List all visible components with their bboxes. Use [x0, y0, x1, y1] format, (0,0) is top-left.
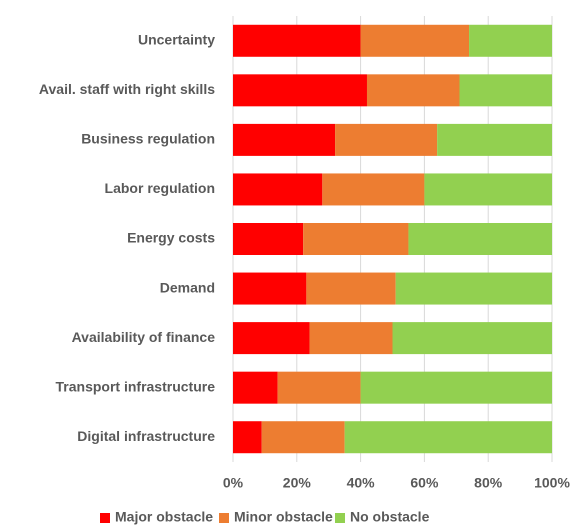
- bar-segment: [233, 24, 361, 57]
- y-tick-label: Digital infrastructure: [77, 428, 215, 444]
- y-tick-label: Labor regulation: [105, 180, 215, 196]
- bar-segment: [469, 24, 552, 57]
- x-tick-label: 80%: [474, 475, 503, 491]
- x-tick-label: 0%: [223, 475, 244, 491]
- bar-segment: [277, 371, 361, 404]
- bar-segment: [392, 322, 552, 355]
- bar-segment: [459, 74, 552, 107]
- bar-segment: [360, 371, 552, 404]
- bar-segment: [233, 223, 304, 255]
- y-tick-label: Uncertainty: [138, 31, 215, 47]
- bar-segment: [437, 123, 552, 156]
- y-tick-label: Transport infrastructure: [56, 378, 216, 394]
- legend-swatch: [219, 513, 229, 523]
- legend-swatch: [335, 513, 345, 523]
- bar-segment: [366, 74, 460, 107]
- legend-label: No obstacle: [350, 509, 430, 525]
- bar-segment: [306, 272, 396, 305]
- bar-segment: [303, 223, 409, 255]
- y-tick-label: Availability of finance: [72, 329, 216, 345]
- bar-segment: [322, 173, 425, 206]
- bar-segment: [233, 173, 323, 206]
- bar-segment: [424, 173, 552, 206]
- x-tick-label: 20%: [283, 475, 312, 491]
- bar-segment: [360, 24, 470, 57]
- y-tick-label: Demand: [160, 279, 215, 295]
- y-tick-label: Energy costs: [127, 230, 215, 246]
- bar-segment: [335, 123, 438, 156]
- x-tick-label: 60%: [410, 475, 439, 491]
- legend-swatch: [100, 513, 110, 523]
- y-tick-label: Avail. staff with right skills: [39, 81, 215, 97]
- legend-label: Major obstacle: [115, 509, 213, 525]
- bar-segment: [261, 421, 345, 454]
- x-tick-label: 40%: [347, 475, 376, 491]
- y-tick-label: Business regulation: [81, 131, 215, 147]
- x-tick-label: 100%: [534, 475, 570, 491]
- bar-segment: [233, 74, 367, 107]
- legend-label: Minor obstacle: [234, 509, 333, 525]
- bar-segment: [233, 421, 262, 454]
- bar-segment: [408, 223, 552, 255]
- bar-segment: [395, 272, 552, 305]
- bar-segment: [233, 123, 336, 156]
- bar-segment: [233, 272, 307, 305]
- bar-segment: [233, 322, 310, 355]
- bar-segment: [344, 421, 552, 454]
- bar-segment: [309, 322, 393, 355]
- bar-segment: [233, 371, 278, 404]
